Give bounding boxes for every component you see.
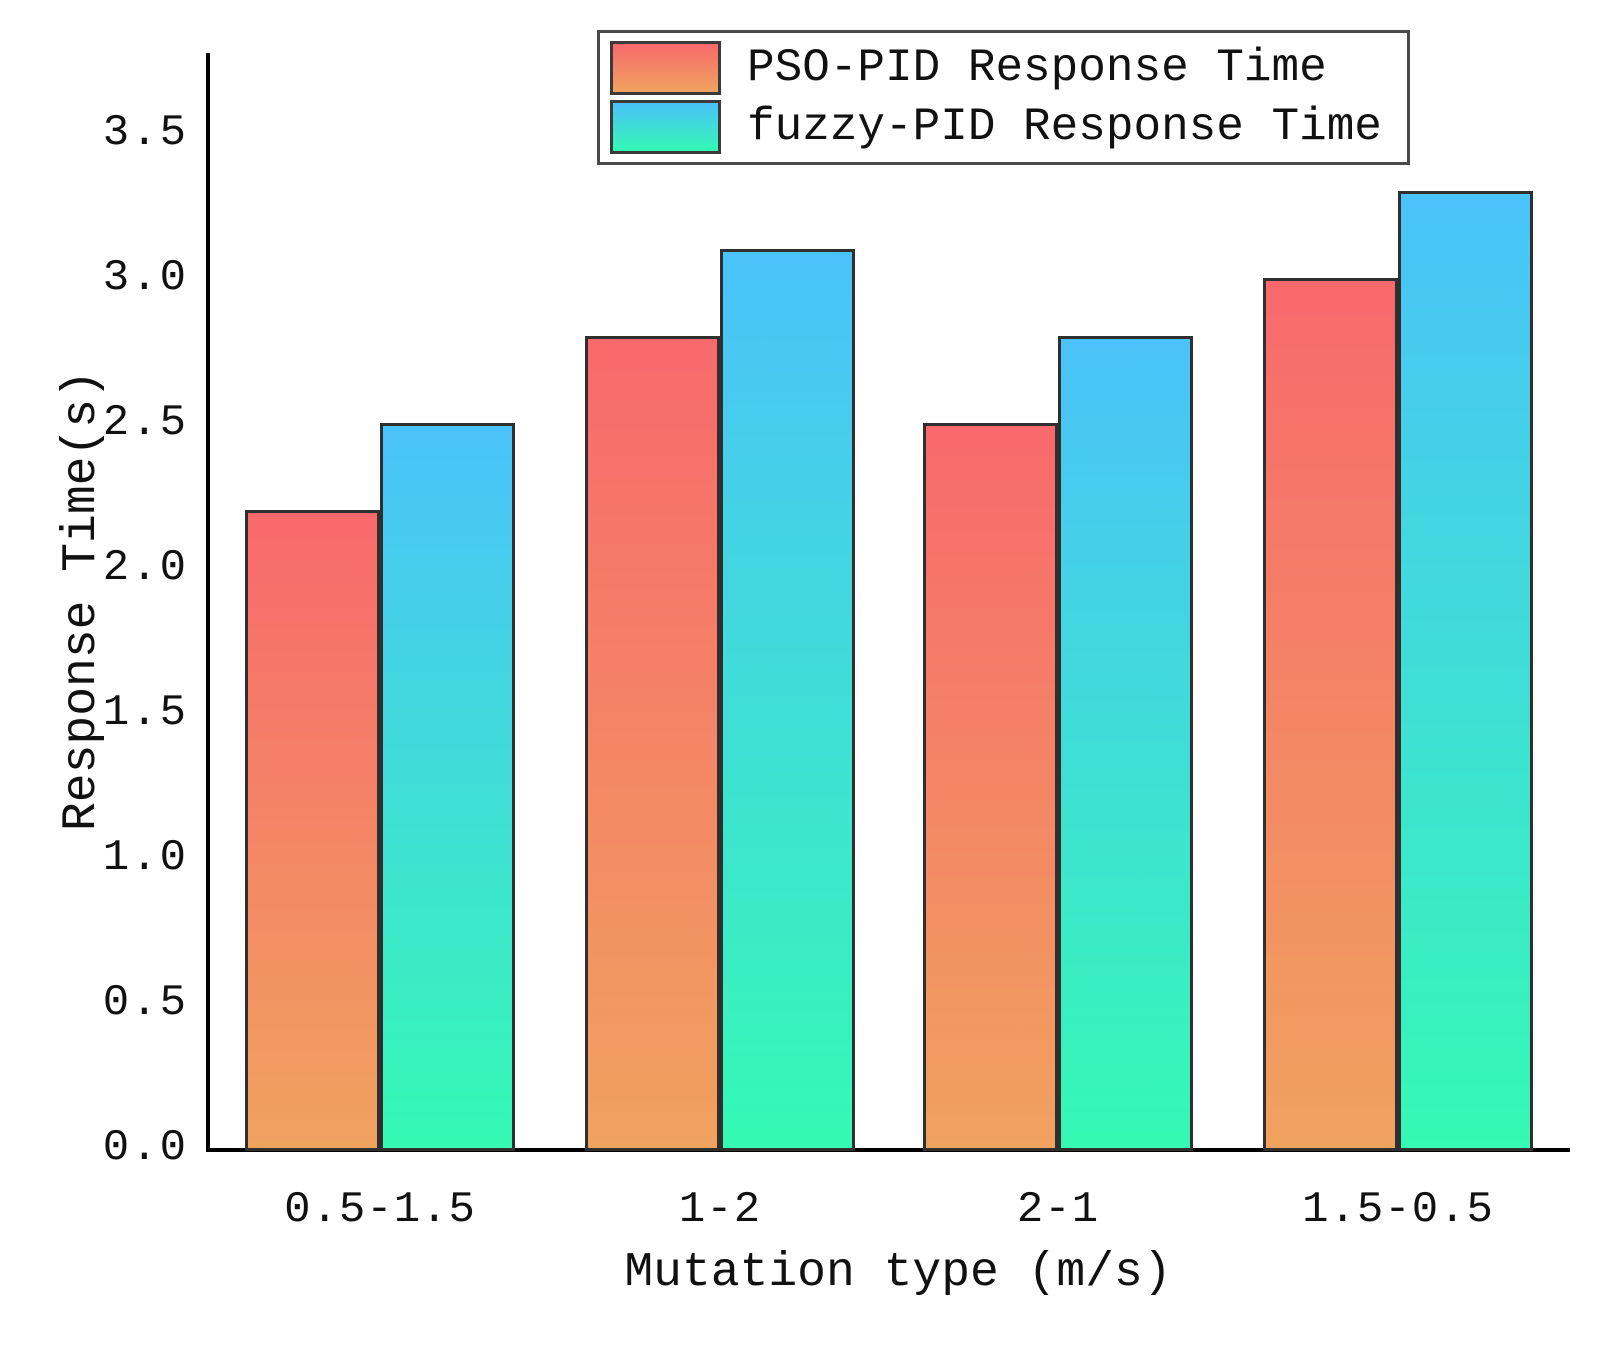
y-tick-label-2.0: 2.0 bbox=[102, 543, 188, 593]
x-category-label-0.5-1.5: 0.5-1.5 bbox=[284, 1185, 476, 1235]
y-tick-label-1.0: 1.0 bbox=[102, 833, 188, 883]
x-category-label-1-2: 1-2 bbox=[678, 1185, 762, 1235]
bar-pso-pid-1-2 bbox=[585, 336, 720, 1151]
bar-pso-pid-0.5-1.5 bbox=[245, 510, 380, 1151]
legend-swatch-pso-pid bbox=[610, 41, 721, 95]
bar-pso-pid-1.5-0.5 bbox=[1263, 278, 1398, 1151]
bar-fuzzy-pid-1.5-0.5 bbox=[1398, 191, 1533, 1151]
y-tick-label-3.5: 3.5 bbox=[102, 108, 188, 158]
y-tick-label-0.5: 0.5 bbox=[102, 978, 188, 1028]
bar-fuzzy-pid-2-1 bbox=[1058, 336, 1193, 1151]
y-axis-line bbox=[206, 53, 210, 1152]
y-tick-label-0.0: 0.0 bbox=[102, 1123, 188, 1173]
legend-item-pso-pid: PSO-PID Response Time bbox=[600, 40, 1407, 96]
legend-item-fuzzy-pid: fuzzy-PID Response Time bbox=[600, 99, 1407, 155]
legend-swatch-fuzzy-pid bbox=[610, 100, 721, 154]
x-category-label-2-1: 2-1 bbox=[1016, 1185, 1100, 1235]
bar-fuzzy-pid-0.5-1.5 bbox=[380, 423, 515, 1151]
y-tick-label-2.5: 2.5 bbox=[102, 398, 188, 448]
x-axis-title: Mutation type (m/s) bbox=[624, 1246, 1172, 1300]
legend-label-fuzzy-pid: fuzzy-PID Response Time bbox=[747, 101, 1382, 153]
x-category-label-1.5-0.5: 1.5-0.5 bbox=[1302, 1185, 1494, 1235]
bar-pso-pid-2-1 bbox=[923, 423, 1058, 1151]
y-tick-label-1.5: 1.5 bbox=[102, 688, 188, 738]
y-tick-label-3.0: 3.0 bbox=[102, 253, 188, 303]
legend-label-pso-pid: PSO-PID Response Time bbox=[747, 42, 1327, 94]
bar-fuzzy-pid-1-2 bbox=[720, 249, 855, 1151]
legend: PSO-PID Response Time fuzzy-PID Response… bbox=[597, 30, 1410, 165]
x-axis-line bbox=[206, 1148, 1570, 1152]
